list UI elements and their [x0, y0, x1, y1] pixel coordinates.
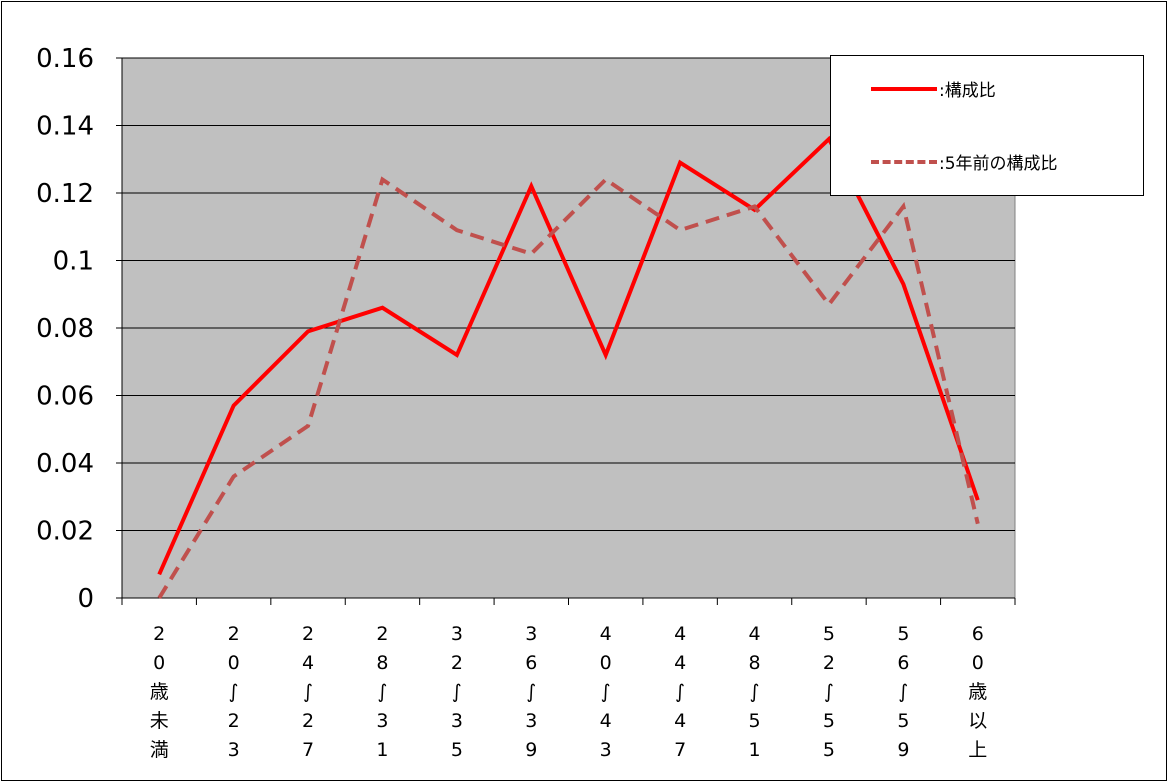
- x-tick-label: 2: [302, 623, 314, 645]
- x-tick-label: 4: [748, 623, 760, 645]
- legend-line-previous-swatch: [871, 159, 937, 164]
- x-tick-label: 歳: [150, 681, 169, 703]
- y-tick-label: 0.12: [36, 179, 94, 209]
- legend-item-current: :構成比: [871, 76, 996, 101]
- x-tick-label: ∫: [378, 681, 388, 703]
- x-tick-label: 0: [972, 652, 984, 674]
- x-tick-label: 歳: [968, 681, 987, 703]
- y-tick-label: 0.14: [36, 112, 94, 142]
- x-tick-label: 2: [376, 623, 388, 645]
- x-tick-label: 2: [228, 623, 240, 645]
- legend-line-current-swatch: [871, 86, 937, 91]
- x-tick-label: 5: [748, 710, 760, 732]
- x-tick-label: 4: [674, 623, 686, 645]
- legend-label-current: :構成比: [939, 81, 996, 101]
- x-tick-label: 未: [150, 710, 169, 732]
- x-tick-label: 1: [748, 739, 760, 761]
- x-tick-label: 3: [228, 739, 240, 761]
- x-tick-label: 6: [972, 623, 984, 645]
- x-tick-label: ∫: [452, 681, 462, 703]
- x-tick-label: 8: [376, 652, 388, 674]
- x-tick-label: 4: [674, 652, 686, 674]
- x-tick-label: 3: [600, 739, 612, 761]
- x-tick-label: 5: [823, 710, 835, 732]
- x-tick-label: ∫: [303, 681, 313, 703]
- x-tick-label: 5: [823, 623, 835, 645]
- x-tick-label: 0: [600, 652, 612, 674]
- x-tick-label: 7: [674, 739, 686, 761]
- y-tick-label: 0.1: [53, 247, 94, 277]
- x-tick-label: 0: [153, 652, 165, 674]
- y-tick-label: 0.02: [36, 517, 94, 547]
- legend-label-previous: :5年前の構成比: [939, 154, 1058, 174]
- y-tick-label: 0.16: [36, 44, 94, 74]
- x-tick-label: ∫: [675, 681, 685, 703]
- x-tick-label: 2: [302, 710, 314, 732]
- x-tick-label: 5: [451, 739, 463, 761]
- x-tick-label: ∫: [526, 681, 536, 703]
- x-tick-label: 満: [150, 739, 169, 761]
- y-tick-label: 0.08: [36, 314, 94, 344]
- x-tick-label: 上: [968, 739, 987, 761]
- x-tick-label: 3: [525, 623, 537, 645]
- x-tick-label: 1: [376, 739, 388, 761]
- x-tick-label: 2: [451, 652, 463, 674]
- legend-item-previous: :5年前の構成比: [871, 149, 1058, 174]
- x-tick-label: 2: [228, 710, 240, 732]
- y-tick-label: 0: [77, 584, 94, 614]
- x-tick-label: ∫: [750, 681, 760, 703]
- x-tick-label: 4: [600, 710, 612, 732]
- x-tick-label: 3: [451, 710, 463, 732]
- y-tick-label: 0.06: [36, 382, 94, 412]
- x-tick-label: ∫: [824, 681, 834, 703]
- x-tick-label: 2: [823, 652, 835, 674]
- legend: :構成比 :5年前の構成比: [830, 55, 1144, 196]
- x-tick-label: 9: [897, 739, 909, 761]
- x-tick-label: 6: [897, 652, 909, 674]
- x-tick-label: 0: [228, 652, 240, 674]
- x-tick-label: 4: [600, 623, 612, 645]
- x-tick-label: 2: [153, 623, 165, 645]
- x-tick-label: 3: [376, 710, 388, 732]
- x-tick-label: 5: [897, 710, 909, 732]
- x-tick-label: ∫: [229, 681, 239, 703]
- x-tick-label: 6: [525, 652, 537, 674]
- x-tick-label: 5: [823, 739, 835, 761]
- x-tick-label: 3: [451, 623, 463, 645]
- x-tick-label: 5: [897, 623, 909, 645]
- series-line-previous: [157, 176, 980, 600]
- x-tick-label: 4: [302, 652, 314, 674]
- x-tick-label: ∫: [898, 681, 908, 703]
- x-tick-label: 4: [674, 710, 686, 732]
- x-tick-label: ∫: [601, 681, 611, 703]
- x-tick-label: 以: [968, 710, 987, 732]
- x-tick-label: 3: [525, 710, 537, 732]
- x-tick-label: 7: [302, 739, 314, 761]
- y-tick-label: 0.04: [36, 449, 94, 479]
- x-tick-label: 8: [748, 652, 760, 674]
- x-tick-label: 9: [525, 739, 537, 761]
